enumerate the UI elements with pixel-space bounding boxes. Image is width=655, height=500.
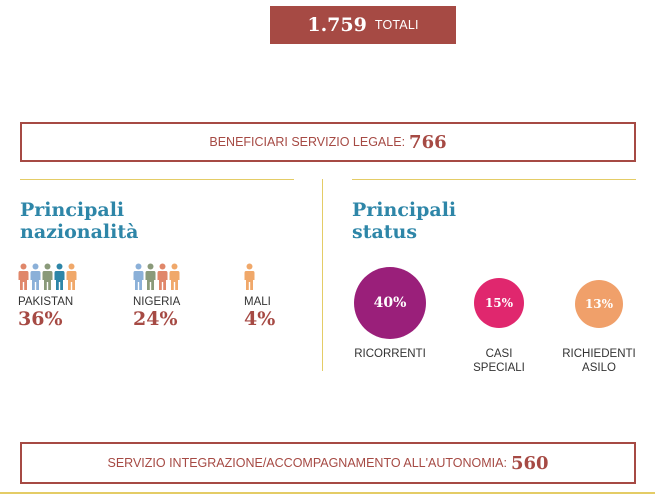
status-label-line1: RICORRENTI — [354, 348, 426, 360]
column-divider — [322, 179, 323, 371]
nationality-mali: MALI 4% — [244, 263, 304, 330]
person-icon — [133, 263, 144, 290]
status-circle-richiedenti-asilo: 13% — [575, 280, 623, 328]
nationality-percent: 24% — [133, 308, 178, 330]
status-percent: 15% — [484, 296, 514, 310]
person-icon — [18, 263, 29, 290]
status-label-line1: CASI — [485, 348, 513, 360]
legal-services-label: BENEFICIARI SERVIZIO LEGALE: — [209, 135, 406, 149]
status-title-line2: status — [352, 221, 418, 243]
integration-services-box: SERVIZIO INTEGRAZIONE/ACCOMPAGNAMENTO AL… — [20, 442, 636, 484]
person-icon — [30, 263, 41, 290]
person-icon — [42, 263, 53, 290]
nationalities-title: Principali nazionalità — [20, 199, 138, 243]
person-icon — [54, 263, 65, 290]
status-title-line1: Principali — [352, 199, 457, 221]
nationality-percent: 36% — [18, 308, 63, 330]
person-icon — [169, 263, 180, 290]
people-icons — [18, 263, 118, 291]
status-label-line1: RICHIEDENTI — [562, 348, 636, 360]
status-circle-ricorrenti: 40% — [354, 267, 426, 339]
nationality-country: NIGERIA — [133, 296, 181, 308]
status-percent: 13% — [584, 297, 614, 311]
people-icons — [244, 263, 304, 291]
status-label-richiedenti-asilo: RICHIEDENTI ASILO — [549, 347, 649, 375]
nationality-nigeria: NIGERIA 24% — [133, 263, 233, 330]
person-icon — [66, 263, 77, 290]
status-label-line2: ASILO — [582, 362, 616, 374]
nationality-percent: 4% — [244, 308, 276, 330]
person-icon — [244, 263, 255, 290]
status-label-ricorrenti: RICORRENTI — [340, 347, 440, 361]
total-label: TOTALI — [374, 18, 419, 32]
nationalities-title-line1: Principali — [20, 199, 125, 221]
status-circle-casi-speciali: 15% — [474, 278, 524, 328]
total-number: 1.759 — [307, 14, 367, 36]
status-label-casi-speciali: CASI SPECIALI — [449, 347, 549, 375]
integration-services-label: SERVIZIO INTEGRAZIONE/ACCOMPAGNAMENTO AL… — [107, 456, 507, 470]
legal-services-value: 766 — [409, 131, 447, 153]
nationalities-divider — [20, 179, 294, 180]
nationalities-title-line2: nazionalità — [20, 221, 139, 243]
integration-services-value: 560 — [510, 452, 549, 474]
bottom-divider — [0, 492, 655, 494]
status-percent: 40% — [373, 295, 407, 311]
total-banner: 1.759 TOTALI — [270, 6, 456, 44]
nationality-pakistan: PAKISTAN 36% — [18, 263, 118, 330]
status-title: Principali status — [352, 199, 456, 243]
person-icon — [145, 263, 156, 290]
people-icons — [133, 263, 233, 291]
nationality-country: MALI — [244, 296, 271, 308]
status-divider — [352, 179, 636, 180]
legal-services-box: BENEFICIARI SERVIZIO LEGALE: 766 — [20, 122, 636, 162]
status-label-line2: SPECIALI — [473, 362, 525, 374]
person-icon — [157, 263, 168, 290]
nationality-country: PAKISTAN — [18, 296, 74, 308]
